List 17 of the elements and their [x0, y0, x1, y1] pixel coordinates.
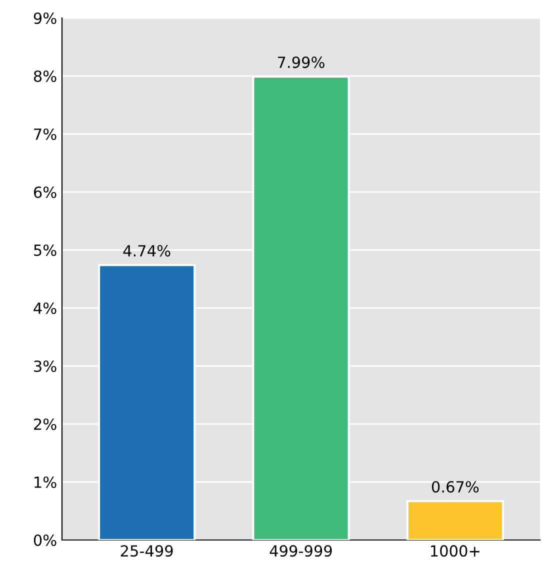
- y-tick-label: 9%: [34, 12, 56, 24]
- y-tick-label: 2%: [34, 418, 56, 430]
- y-tick-label: 3%: [34, 360, 56, 372]
- x-tick-label: 1000+: [431, 545, 480, 557]
- y-tick-label: 7%: [34, 128, 56, 140]
- x-tick-label: 499-999: [270, 545, 332, 557]
- y-tick-label: 8%: [34, 70, 56, 82]
- x-tick-label: 25-499: [120, 545, 173, 557]
- y-tick-label: 1%: [34, 476, 56, 488]
- data-label: 7.99%: [278, 56, 324, 68]
- data-label: 4.74%: [123, 245, 170, 257]
- data-label: 0.67%: [432, 481, 479, 493]
- y-tick-label: 6%: [34, 186, 56, 198]
- y-tick-label: 4%: [34, 302, 56, 314]
- bar: [406, 500, 504, 540]
- y-tick-label: 0%: [34, 534, 56, 546]
- y-tick-label: 5%: [34, 244, 56, 256]
